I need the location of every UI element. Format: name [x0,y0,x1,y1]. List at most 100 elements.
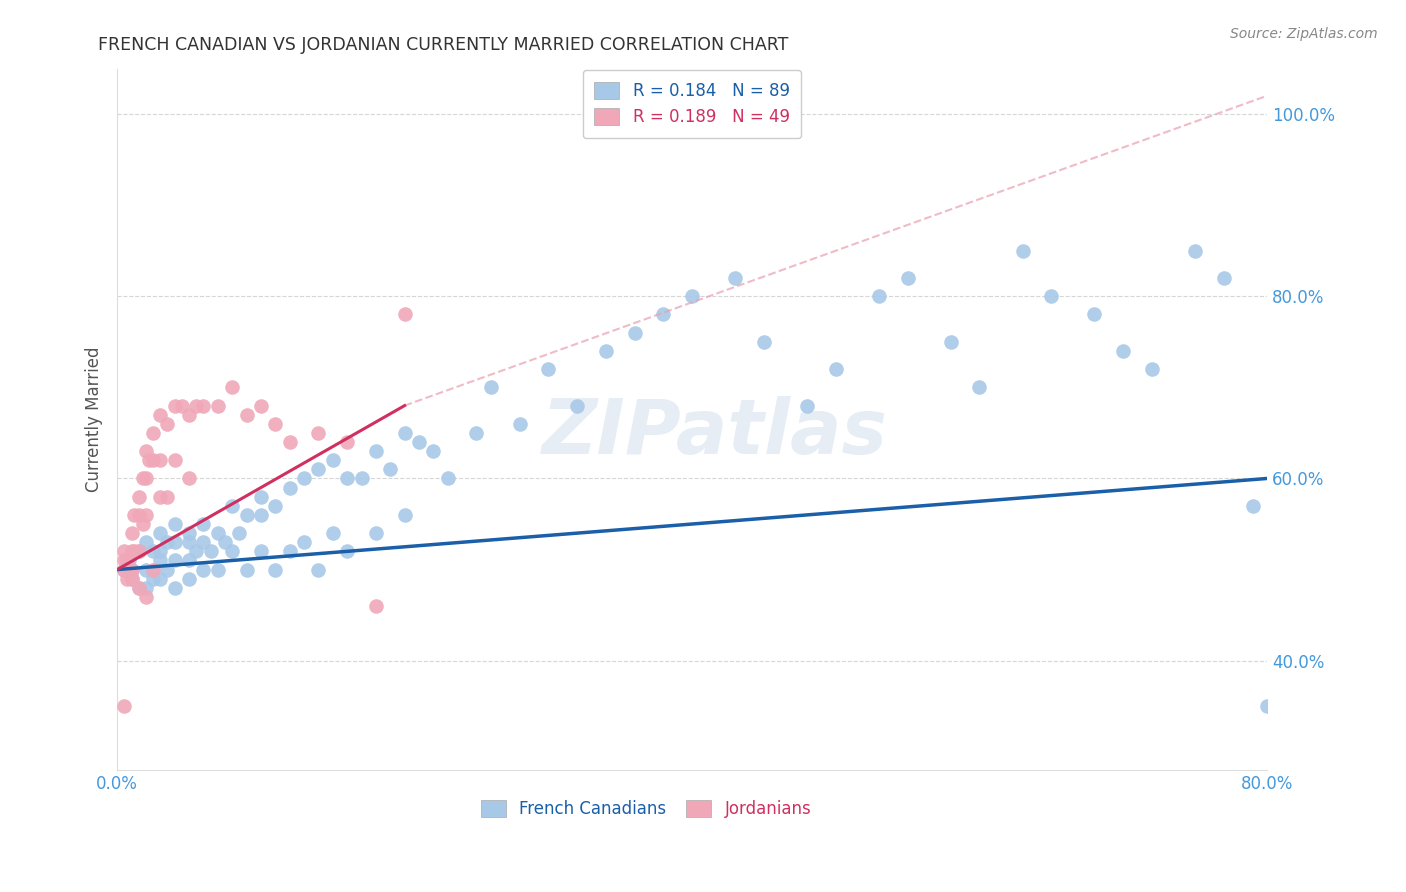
Point [163,553,186,567]
Point [939,334,962,349]
Point [207,526,229,541]
Legend: French Canadians, Jordanians: French Canadians, Jordanians [474,793,818,825]
Point [509,417,531,431]
Point [142,425,165,440]
Point [364,599,387,613]
Point [200,544,222,558]
Point [128,508,150,522]
Point [118,553,141,567]
Point [163,535,186,549]
Point [193,399,215,413]
Point [163,453,186,467]
Point [177,572,200,586]
Point [149,490,172,504]
Point [163,516,186,531]
Point [565,399,588,413]
Point [681,289,703,303]
Text: Source: ZipAtlas.com: Source: ZipAtlas.com [1230,27,1378,41]
Point [250,399,273,413]
Point [128,544,150,558]
Point [465,425,488,440]
Point [118,563,141,577]
Point [117,553,139,567]
Point [436,471,458,485]
Point [221,499,243,513]
Point [278,435,301,450]
Point [121,544,143,558]
Point [1241,499,1264,513]
Point [380,462,402,476]
Point [322,526,344,541]
Point [235,508,257,522]
Point [278,481,301,495]
Point [479,380,502,394]
Point [264,417,287,431]
Point [307,563,329,577]
Point [186,544,208,558]
Point [112,563,135,577]
Point [149,553,172,567]
Point [149,453,172,467]
Point [193,535,215,549]
Point [163,399,186,413]
Point [142,563,165,577]
Point [207,399,229,413]
Point [336,471,359,485]
Point [724,271,747,285]
Point [135,535,157,549]
Point [117,572,139,586]
Point [149,526,172,541]
Point [112,699,135,714]
Point [623,326,645,340]
Point [250,490,273,504]
Point [149,572,172,586]
Point [121,572,143,586]
Point [112,544,135,558]
Point [149,544,172,558]
Point [121,526,143,541]
Point [221,544,243,558]
Point [394,425,416,440]
Point [177,526,200,541]
Point [336,435,359,450]
Point [214,535,236,549]
Point [112,563,135,577]
Point [177,408,200,422]
Point [350,471,373,485]
Point [868,289,890,303]
Point [1184,244,1206,258]
Point [394,308,416,322]
Point [128,581,150,595]
Point [149,408,172,422]
Point [121,563,143,577]
Point [142,544,165,558]
Point [422,444,444,458]
Point [135,563,157,577]
Point [307,462,329,476]
Point [177,471,200,485]
Text: ZIPatlas: ZIPatlas [543,396,889,470]
Point [897,271,920,285]
Point [969,380,991,394]
Point [228,526,250,541]
Point [264,499,287,513]
Point [1140,362,1163,376]
Point [264,563,287,577]
Point [408,435,430,450]
Point [156,535,179,549]
Point [124,508,146,522]
Point [796,399,818,413]
Point [652,308,675,322]
Point [307,425,329,440]
Point [1011,244,1033,258]
Point [156,417,179,431]
Point [595,343,617,358]
Point [128,581,150,595]
Point [292,471,315,485]
Point [135,590,157,604]
Point [364,526,387,541]
Point [193,563,215,577]
Point [292,535,315,549]
Point [142,453,165,467]
Point [156,490,179,504]
